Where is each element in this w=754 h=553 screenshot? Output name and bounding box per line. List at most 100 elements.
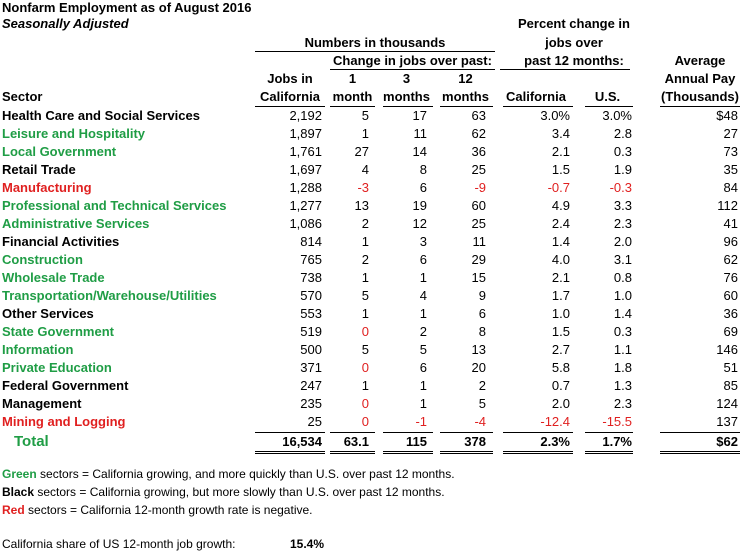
cell: 51	[723, 360, 738, 375]
legend-item: Green sectors = California growing, and …	[2, 466, 455, 482]
cell: 1.7%	[602, 434, 632, 449]
cell: 0.3	[613, 324, 632, 339]
cell: 0	[361, 360, 369, 375]
cell: 41	[723, 216, 738, 231]
column-header: California	[260, 89, 320, 104]
sector-label: Wholesale Trade	[2, 270, 105, 285]
cell: 4	[419, 288, 427, 303]
cell: 2.3	[613, 216, 632, 231]
cell: 5	[361, 108, 369, 123]
cell: 124	[716, 396, 738, 411]
legend-term: Black	[2, 485, 35, 499]
cell: 2	[478, 378, 486, 393]
rule	[503, 106, 573, 107]
cell: 3.4	[551, 126, 570, 141]
cell: 96	[723, 234, 738, 249]
column-header: months	[383, 89, 430, 104]
cell: 2.7	[551, 342, 570, 357]
cell: 25	[471, 162, 486, 177]
cell: 137	[716, 414, 738, 429]
cell: 85	[723, 378, 738, 393]
cell: 2.8	[613, 126, 632, 141]
group-header: past 12 months:	[524, 53, 624, 68]
cell: 2	[361, 216, 369, 231]
cell: 63	[471, 108, 486, 123]
cell: 0.3	[613, 144, 632, 159]
column-header: U.S.	[594, 89, 621, 104]
cell: 1.4	[551, 234, 570, 249]
cell: 73	[723, 144, 738, 159]
cell: 3.0%	[540, 108, 570, 123]
rule	[330, 432, 375, 433]
cell: 20	[471, 360, 486, 375]
cell: 1	[419, 306, 427, 321]
cell: 69	[723, 324, 738, 339]
cell: 35	[723, 162, 738, 177]
cell: 0.7	[551, 378, 570, 393]
sector-label: Information	[2, 342, 74, 357]
cell: 60	[471, 198, 486, 213]
column-header: (Thousands)	[661, 89, 739, 104]
cell: 15	[471, 270, 486, 285]
cell: 25	[307, 414, 322, 429]
legend-term: Green	[2, 467, 37, 481]
legend-text: sectors = California growing, but more s…	[37, 485, 445, 499]
legend-item: Red sectors = California 12-month growth…	[2, 502, 313, 518]
cell: 1.4	[613, 306, 632, 321]
cell: 6	[478, 306, 486, 321]
group-header: Change in jobs over past:	[333, 53, 492, 68]
cell: 2.1	[551, 144, 570, 159]
legend-text: sectors = California 12-month growth rat…	[28, 503, 313, 517]
cell: 0	[361, 414, 369, 429]
cell: -0.7	[547, 180, 570, 195]
sector-label: Financial Activities	[2, 234, 120, 249]
rule	[383, 432, 433, 433]
cell: 1	[419, 396, 427, 411]
column-header: 1	[348, 71, 357, 86]
cell: 1.9	[613, 162, 632, 177]
rule	[330, 106, 375, 107]
cell: 6	[419, 180, 427, 195]
cell: 500	[300, 342, 322, 357]
cell: 371	[300, 360, 322, 375]
cell: 25	[471, 216, 486, 231]
rule	[585, 106, 633, 107]
rule	[660, 432, 740, 433]
rule	[255, 451, 325, 452]
rule	[255, 106, 325, 107]
cell: 27	[354, 144, 369, 159]
rule	[503, 453, 573, 454]
rule	[585, 453, 633, 454]
subtitle: Seasonally Adjusted	[2, 16, 129, 31]
cell: 4.9	[551, 198, 570, 213]
cell: 1,897	[289, 126, 322, 141]
column-header: Annual Pay	[664, 71, 736, 86]
cell: 76	[723, 270, 738, 285]
cell: 1.1	[613, 342, 632, 357]
cell: 5.8	[551, 360, 570, 375]
cell: 2.3	[613, 396, 632, 411]
cell: 247	[300, 378, 322, 393]
cell: 3	[419, 234, 427, 249]
cell: 60	[723, 288, 738, 303]
cell: 2.0	[613, 234, 632, 249]
sector-label: Mining and Logging	[2, 414, 126, 429]
cell: 8	[419, 162, 427, 177]
cell: -1	[415, 414, 427, 429]
cell: 12	[412, 216, 427, 231]
cell: 13	[354, 198, 369, 213]
cell: 146	[716, 342, 738, 357]
cell: 1.8	[613, 360, 632, 375]
column-header: Jobs in	[267, 71, 313, 86]
cell: 11	[472, 234, 487, 249]
cell: 2,192	[289, 108, 322, 123]
cell: 11	[413, 126, 428, 141]
cell: -15.5	[602, 414, 632, 429]
cell: 1	[361, 126, 369, 141]
cell: 235	[300, 396, 322, 411]
cell: 4	[361, 162, 369, 177]
cell: -4	[474, 414, 486, 429]
cell: 1.5	[551, 324, 570, 339]
column-header: Average	[674, 53, 726, 68]
sector-label: Local Government	[2, 144, 117, 159]
